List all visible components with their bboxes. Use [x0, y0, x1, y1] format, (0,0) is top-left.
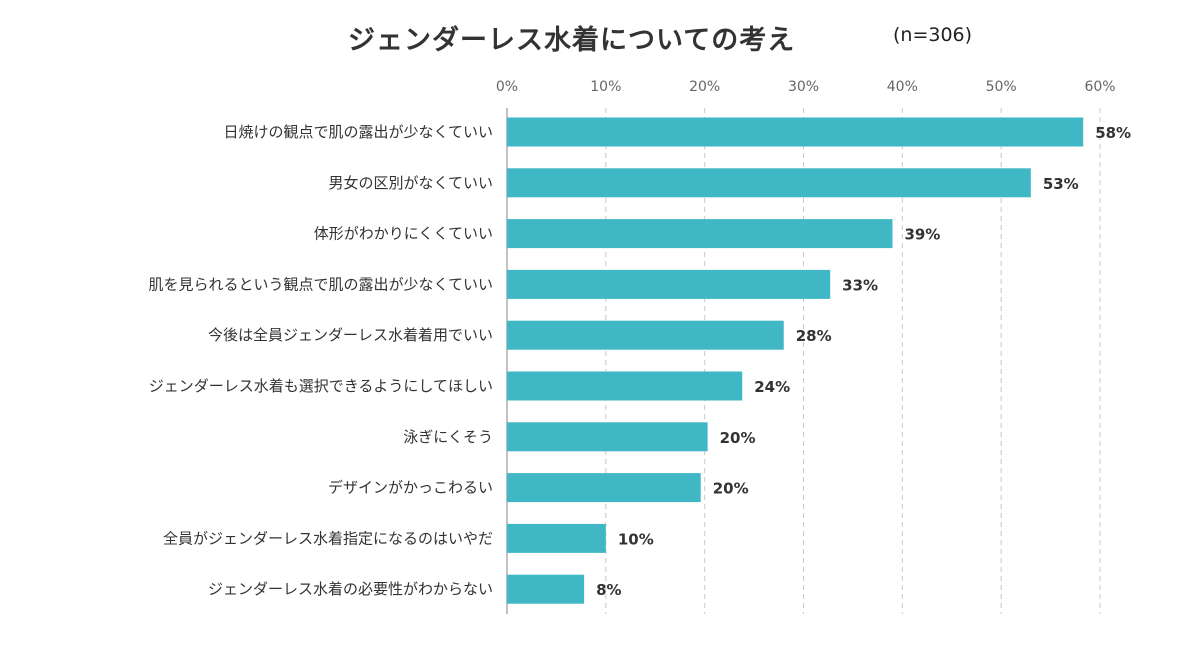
data-label: 20% [713, 480, 749, 498]
bar [507, 473, 701, 503]
data-label: 53% [1043, 175, 1079, 193]
category-label: ジェンダーレス水着も選択できるようにしてほしい [149, 377, 493, 395]
category-label: 体形がわかりにくくていい [314, 225, 493, 243]
category-label: デザインがかっこわるい [328, 479, 493, 497]
category-label: 今後は全員ジェンダーレス水着着用でいい [208, 326, 493, 344]
bar [507, 371, 743, 401]
x-tick-label: 0% [496, 79, 518, 95]
bar [507, 269, 831, 299]
x-tick-label: 30% [788, 79, 819, 95]
category-label: ジェンダーレス水着の必要性がわからない [208, 580, 493, 598]
bar [507, 168, 1031, 198]
bar [507, 422, 708, 452]
bar [507, 320, 784, 350]
data-label: 24% [754, 378, 790, 396]
bar [507, 523, 606, 553]
bar [507, 117, 1084, 147]
category-label: 全員がジェンダーレス水着指定になるのはいやだ [163, 529, 493, 547]
data-label: 39% [904, 226, 940, 244]
x-tick-label: 60% [1084, 79, 1115, 95]
x-tick-label: 20% [689, 79, 720, 95]
data-label: 33% [842, 276, 878, 294]
data-label: 58% [1095, 124, 1131, 142]
data-label: 8% [596, 581, 621, 599]
data-label: 20% [720, 429, 756, 447]
chart-title: ジェンダーレス水着についての考え [348, 25, 796, 56]
category-label: 泳ぎにくそう [403, 428, 493, 446]
x-tick-label: 10% [590, 79, 621, 95]
x-tick-label: 40% [887, 79, 918, 95]
bar [507, 219, 893, 249]
bar [507, 574, 585, 604]
data-label: 10% [618, 530, 654, 548]
category-label: 肌を見られるという観点で肌の露出が少なくていい [148, 275, 493, 293]
sample-size-label: (n=306) [893, 24, 973, 46]
x-tick-label: 50% [986, 79, 1017, 95]
category-label: 男女の区別がなくていい [328, 174, 493, 192]
data-label: 28% [796, 327, 832, 345]
category-label: 日焼けの観点で肌の露出が少なくていい [223, 123, 493, 141]
